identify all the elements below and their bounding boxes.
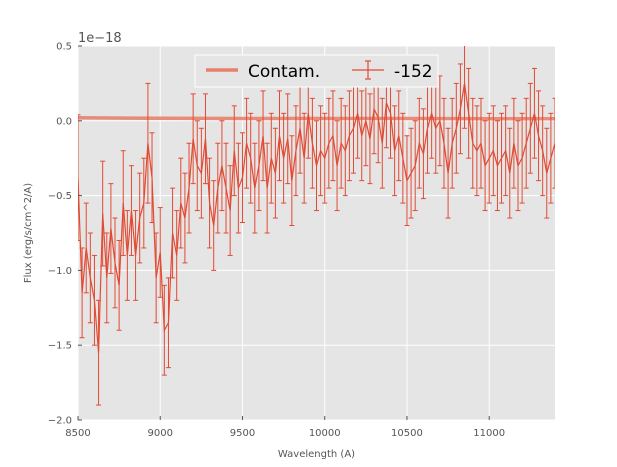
x-tick-label: 9000 — [148, 428, 173, 439]
y-tick-label: −2.0 — [48, 416, 72, 427]
plot-area — [78, 46, 555, 420]
x-tick-label: 10500 — [391, 428, 423, 439]
contam-series — [77, 116, 555, 121]
contam-line — [77, 116, 555, 121]
x-axis: 8500 9000 9500 10000 10500 11000 — [65, 416, 505, 439]
y-offset-label: 1e−18 — [78, 31, 122, 46]
y-tick-label: 0.0 — [56, 116, 72, 127]
y-tick-label: −1.0 — [48, 266, 72, 277]
x-tick-label: 8500 — [65, 428, 90, 439]
x-tick-label: 9500 — [230, 428, 255, 439]
spectrum-line — [78, 83, 555, 353]
y-tick-label: −1.5 — [48, 341, 72, 352]
legend: Contam. -152 — [194, 54, 439, 88]
y-tick-label: −0.5 — [48, 191, 72, 202]
x-tick-label: 10000 — [309, 428, 341, 439]
x-tick-label: 11000 — [473, 428, 505, 439]
y-axis-label: Flux (erg/s/cm^2/A) — [23, 183, 34, 283]
x-axis-label: Wavelength (A) — [278, 449, 355, 460]
y-axis: −2.0 −1.5 −1.0 −0.5 0.0 0.5 — [48, 42, 82, 427]
legend-spectrum-label: -152 — [394, 62, 433, 82]
legend-contam-label: Contam. — [248, 62, 320, 82]
y-tick-label: 0.5 — [56, 42, 72, 53]
